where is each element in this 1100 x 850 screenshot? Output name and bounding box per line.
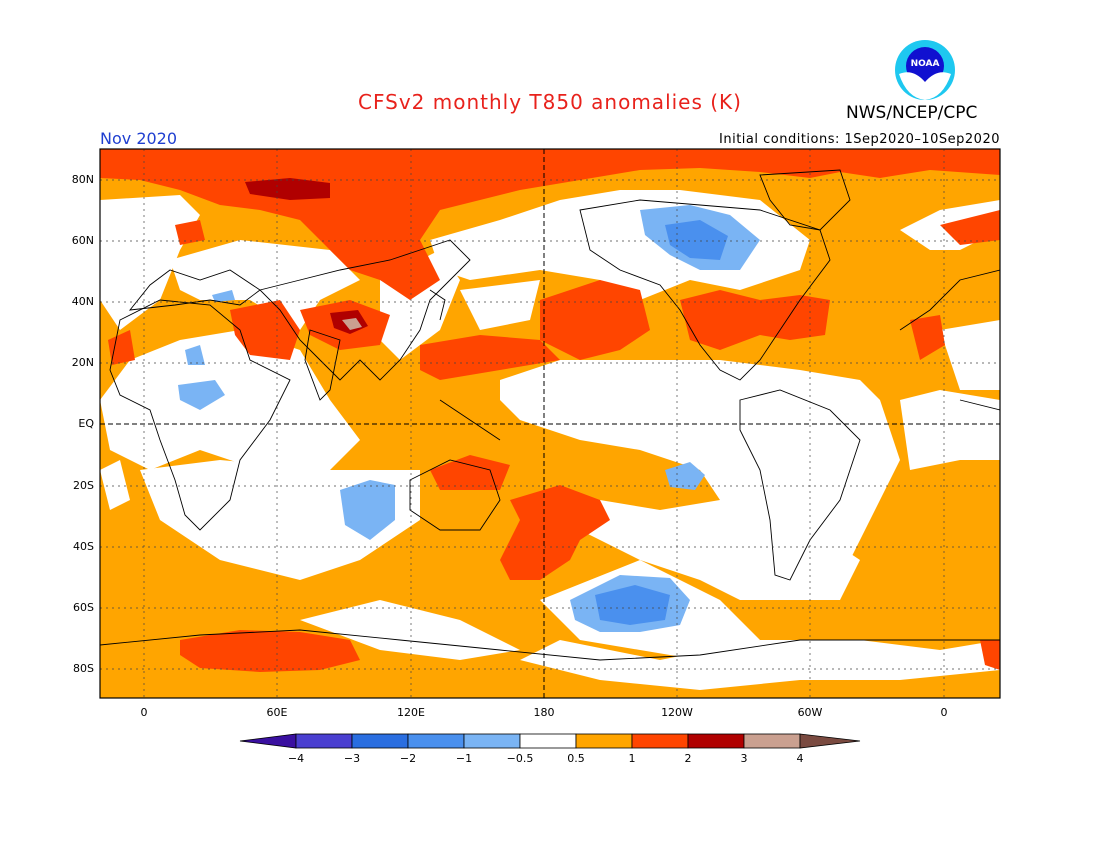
coastlines xyxy=(100,169,1000,661)
colorbar-box xyxy=(687,733,745,749)
warm-regions-2-3 xyxy=(245,178,368,334)
colorbar-box xyxy=(631,733,689,749)
lat-label: EQ xyxy=(78,417,94,430)
lon-label: 60W xyxy=(797,706,823,719)
colorbar-box xyxy=(351,733,409,749)
colorbar-label: −2 xyxy=(399,752,417,765)
equator-dateline xyxy=(100,149,1000,698)
colorbar-label: 3 xyxy=(740,752,748,765)
lat-label: 60N xyxy=(71,234,94,247)
map-field xyxy=(100,149,1000,698)
graticule xyxy=(100,149,1000,698)
warm-region-3-4 xyxy=(342,318,362,330)
colorbar-box xyxy=(463,733,521,749)
lat-label: 80N xyxy=(71,173,94,186)
colorbar-box xyxy=(295,733,353,749)
lon-label: 120E xyxy=(397,706,425,719)
svg-text:NOAA: NOAA xyxy=(911,59,940,69)
colorbar-label: −4 xyxy=(287,752,305,765)
colorbar-left-arrow xyxy=(239,733,297,749)
colorbar-label: 4 xyxy=(796,752,804,765)
colorbar-label: 0.5 xyxy=(567,752,585,765)
lon-label: 60E xyxy=(266,706,288,719)
colorbar xyxy=(239,733,861,749)
lat-label: 40N xyxy=(71,295,94,308)
agency-label: NWS/NCEP/CPC xyxy=(846,103,978,123)
colorbar-box xyxy=(519,733,577,749)
map-frame xyxy=(99,148,1001,699)
chart-title: CFSv2 monthly T850 anomalies (K) xyxy=(358,90,742,114)
lon-label: 120W xyxy=(661,706,693,719)
colorbar-label: −3 xyxy=(343,752,361,765)
lat-label: 40S xyxy=(73,540,94,553)
lat-label: 20S xyxy=(73,479,94,492)
lon-label: 0 xyxy=(940,706,948,719)
lat-label: 80S xyxy=(73,662,94,675)
colorbar-label: 1 xyxy=(628,752,636,765)
colorbar-label: −1 xyxy=(455,752,473,765)
lat-label: 60S xyxy=(73,601,94,614)
colorbar-box xyxy=(575,733,633,749)
noaa-logo-icon: NOAA xyxy=(895,40,955,100)
month-label: Nov 2020 xyxy=(100,129,178,148)
colorbar-label: 2 xyxy=(684,752,692,765)
lat-label: 20N xyxy=(71,356,94,369)
lon-label: 180 xyxy=(533,706,555,719)
initial-conditions-label: Initial conditions: 1Sep2020–10Sep2020 xyxy=(719,132,1000,147)
lon-label: 0 xyxy=(140,706,148,719)
colorbar-label: −0.5 xyxy=(506,752,534,765)
colorbar-box xyxy=(407,733,465,749)
colorbar-box xyxy=(743,733,801,749)
colorbar-right-arrow xyxy=(799,733,861,749)
cool-regions-1-2 xyxy=(595,220,728,625)
